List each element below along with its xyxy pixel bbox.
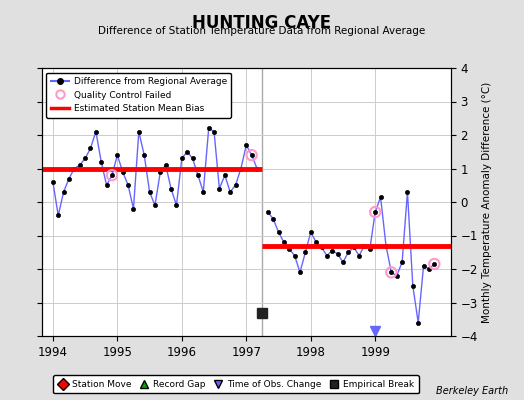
Point (371, 209, 379, 215)
Point (247, 152, 256, 158)
Y-axis label: Monthly Temperature Anomaly Difference (°C): Monthly Temperature Anomaly Difference (… (482, 81, 492, 323)
Point (108, 172, 116, 178)
Point (387, 269, 396, 276)
Legend: Station Move, Record Gap, Time of Obs. Change, Empirical Break: Station Move, Record Gap, Time of Obs. C… (53, 376, 419, 394)
Text: Difference of Station Temperature Data from Regional Average: Difference of Station Temperature Data f… (99, 26, 425, 36)
Text: HUNTING CAYE: HUNTING CAYE (192, 14, 332, 32)
Point (430, 261, 439, 267)
Text: Berkeley Earth: Berkeley Earth (436, 386, 508, 396)
Legend: Difference from Regional Average, Quality Control Failed, Estimated Station Mean: Difference from Regional Average, Qualit… (47, 72, 231, 118)
